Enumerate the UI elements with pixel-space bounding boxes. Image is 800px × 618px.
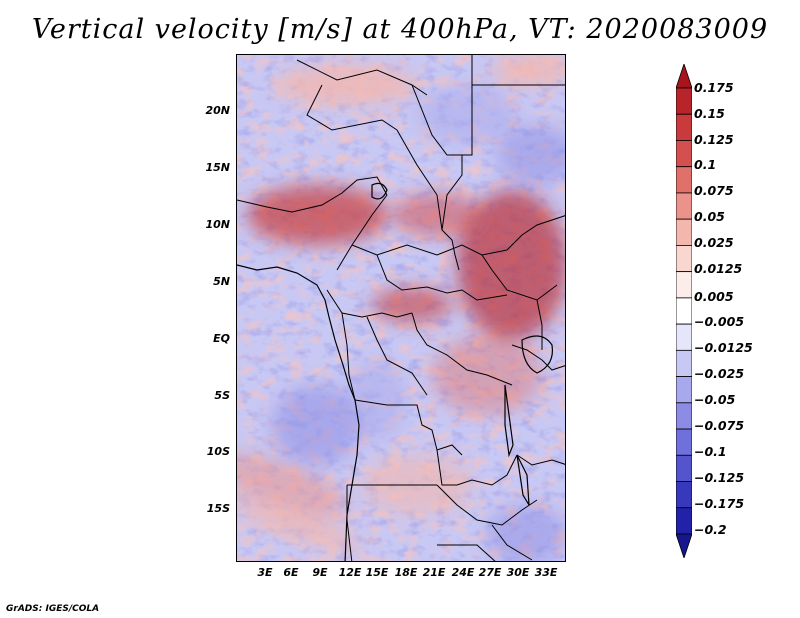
lon-label-21e: 21E [422, 566, 446, 579]
lat-label-20n: 20N [205, 104, 230, 117]
colorbar-segment [676, 428, 692, 456]
lat-label-10n: 10N [205, 218, 230, 231]
colorbar-label: −0.05 [694, 392, 736, 407]
country-borders [237, 55, 565, 561]
lon-label-9e: 9E [312, 566, 328, 579]
lat-label-10s: 10S [206, 445, 230, 458]
colorbar-label: 0.1 [694, 157, 717, 172]
colorbar-segment [676, 166, 692, 194]
coastline [237, 264, 360, 561]
colorbar-segment [676, 113, 692, 141]
colorbar-segment [676, 507, 692, 535]
colorbar-label: −0.2 [694, 522, 727, 537]
colorbar-label: 0.05 [694, 209, 725, 224]
colorbar-segment [676, 87, 692, 115]
colorbar [676, 64, 692, 558]
colorbar-label: 0.125 [694, 132, 734, 147]
colorbar-segment [676, 454, 692, 482]
chart-title: Vertical velocity [m/s] at 400hPa, VT: 2… [31, 14, 769, 45]
map-plot-area [236, 54, 566, 562]
lat-label-15s: 15S [206, 502, 230, 515]
colorbar-label: 0.075 [694, 183, 734, 198]
lakes [371, 182, 554, 506]
grads-credit: GrADS: IGES/COLA [6, 604, 100, 614]
colorbar-label: 0.175 [694, 80, 734, 95]
colorbar-segment [676, 402, 692, 430]
descent-regions [272, 85, 565, 561]
colorbar-label: 0.15 [694, 106, 725, 121]
lat-label-5n: 5N [213, 275, 230, 288]
colorbar-segment [676, 192, 692, 220]
colorbar-segment [676, 245, 692, 273]
lon-label-12e: 12E [338, 566, 362, 579]
colorbar-segment [676, 271, 692, 299]
lon-label-15e: 15E [365, 566, 389, 579]
colorbar-segment [676, 349, 692, 377]
colorbar-segment [676, 481, 692, 509]
lon-label-27e: 27E [478, 566, 502, 579]
colorbar-label: −0.075 [694, 418, 745, 433]
lon-label-30e: 30E [506, 566, 530, 579]
lon-label-6e: 6E [283, 566, 299, 579]
lon-label-24e: 24E [451, 566, 475, 579]
colorbar-segment [676, 140, 692, 168]
colorbar-segment [676, 218, 692, 246]
colorbar-label: −0.175 [694, 496, 745, 511]
colorbar-segment [676, 323, 692, 351]
vertical-velocity-field [237, 55, 565, 561]
colorbar-label: −0.1 [694, 444, 727, 459]
lon-label-33e: 33E [534, 566, 558, 579]
colorbar-segment [676, 297, 692, 325]
colorbar-segment [676, 376, 692, 404]
colorbar-label: −0.125 [694, 470, 745, 485]
colorbar-label: 0.005 [694, 289, 734, 304]
lon-label-3e: 3E [257, 566, 273, 579]
colorbar-segment [676, 64, 692, 89]
lat-label-eq: EQ [213, 332, 230, 345]
colorbar-label: −0.025 [694, 366, 745, 381]
colorbar-label: 0.0125 [694, 261, 743, 276]
lat-label-5s: 5S [214, 389, 230, 402]
colorbar-segment [676, 533, 692, 558]
lat-label-15n: 15N [205, 161, 230, 174]
colorbar-label: −0.005 [694, 314, 745, 329]
lon-label-18e: 18E [394, 566, 418, 579]
colorbar-label: −0.0125 [694, 340, 753, 355]
colorbar-label: 0.025 [694, 235, 734, 250]
